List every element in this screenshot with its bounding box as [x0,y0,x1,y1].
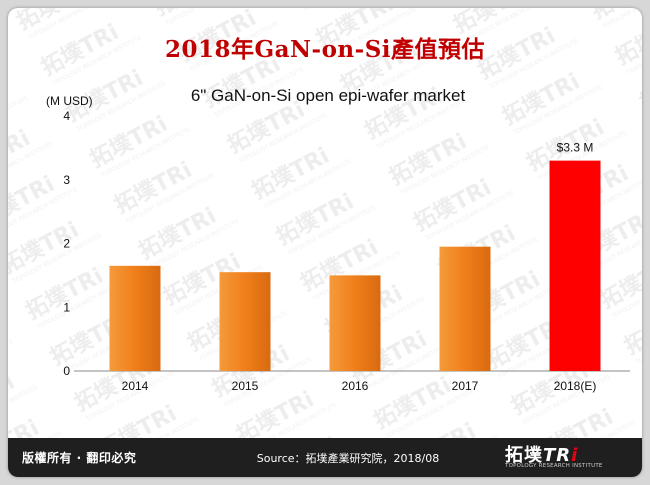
x-tick-label: 2018(E) [554,379,597,393]
bar [329,275,381,371]
x-tick-label: 2016 [342,379,369,393]
x-tick-label: 2015 [232,379,259,393]
x-tick-label: 2014 [122,379,149,393]
y-tick-label: 1 [63,300,70,314]
logo-i-accent: i [571,445,579,466]
bar [549,160,601,371]
y-axis-unit-label: (M USD) [46,94,93,108]
logo-wordmark: 拓墣TRi [505,441,578,467]
y-tick-label: 0 [63,364,70,378]
bar [219,272,271,371]
logo-subtitle: TOPOLOGY RESEARCH INSTITUTE [505,463,603,469]
bar-chart: 0 1 2 3 4 2014 2015 2016 2017 2018(E) $3.3 M [63,109,630,393]
topology-logo: 拓墣TRi TOPOLOGY RESEARCH INSTITUTE [505,441,635,475]
y-tick-label: 2 [63,237,70,251]
y-tick-label: 3 [63,173,70,187]
bar [109,265,161,371]
copyright-notice: 版權所有 · 翻印必究 [22,451,137,465]
logo-cjk: 拓墣 [505,445,543,466]
logo-tr: TR [543,445,572,466]
data-label: $3.3 M [557,141,594,155]
page-title: 2018年GaN-on-Si產值預估 [164,36,486,63]
bar [439,246,491,371]
slide-frame: 拓墣TRi TOPOLOGY RESEARCH INSTITUTE 2018年G… [8,8,642,477]
x-tick-label: 2017 [452,379,479,393]
y-tick-label: 4 [63,109,70,123]
chart-title: 6" GaN-on-Si open epi-wafer market [190,86,466,105]
footer-bar: 版權所有 · 翻印必究 Source：拓墣產業研究院，2018/08 [8,438,642,477]
source-note: Source：拓墣產業研究院，2018/08 [256,452,440,465]
